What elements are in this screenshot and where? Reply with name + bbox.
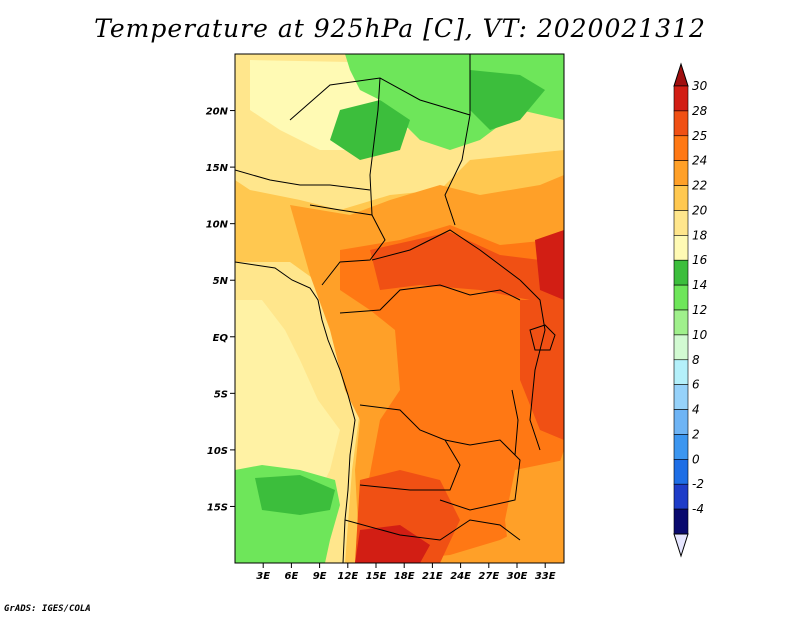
- lat-tick-label: 20N: [206, 107, 229, 118]
- colorbar-label: 16: [692, 253, 708, 267]
- lat-tick-label: 15N: [206, 163, 229, 174]
- field-south-green-dark: [255, 475, 335, 515]
- footer-credit: GrADS: IGES/COLA: [4, 604, 91, 614]
- temperature-field: [235, 54, 564, 563]
- colorbar-label: 30: [692, 79, 708, 93]
- field-sahara-green-dark2: [470, 70, 545, 130]
- colorbar-box: [673, 309, 689, 336]
- colorbar-label: 6: [692, 378, 700, 392]
- lon-tick-label: 12E: [337, 571, 358, 582]
- lat-tick-label: EQ: [213, 333, 229, 344]
- lake-tanganyika: [511, 389, 519, 456]
- colorbar-label: 14: [692, 278, 707, 292]
- lat-tick-label: 5S: [214, 389, 228, 400]
- colorbar-label: 0: [692, 452, 700, 466]
- colorbar-label: 10: [692, 328, 708, 342]
- lon-tick-label: 6E: [285, 571, 299, 582]
- colorbar-box: [673, 284, 689, 311]
- border-sahel: [235, 169, 371, 191]
- colorbar-box: [673, 384, 689, 410]
- border-south: [344, 519, 521, 541]
- field-ocean-cool: [235, 300, 340, 490]
- colorbar-label: 20: [692, 203, 708, 217]
- lon-tick-label: 21E: [422, 571, 443, 582]
- axis-ticks: 20N 15N 10N 5N EQ 5S 10S 15S 3E 6E 9E 12E 15E 18E 21E 2…: [206, 107, 556, 582]
- colorbar-box: [673, 160, 689, 186]
- colorbar-box: [673, 459, 689, 485]
- chart-title: Temperature at 925hPa [C], VT: 202002131…: [94, 14, 706, 43]
- colorbar-label: 25: [692, 129, 707, 143]
- colorbar-box: [673, 483, 689, 510]
- lon-tick-label: 27E: [478, 571, 499, 582]
- border-congo-north: [339, 284, 521, 314]
- border-chad-sudan: [444, 54, 471, 226]
- field-sahara-green-dark: [330, 100, 410, 160]
- border-nigeria: [309, 204, 386, 286]
- lon-tick-label: 18E: [394, 571, 415, 582]
- colorbar-label: 12: [692, 303, 707, 317]
- colorbar-box: [673, 185, 689, 211]
- lon-tick-label: 24E: [450, 571, 471, 582]
- field-hottest-south: [355, 525, 430, 563]
- colorbar-box: [673, 409, 689, 435]
- colorbar-box: [673, 434, 689, 460]
- colorbar-over-arrow: [673, 62, 689, 87]
- lat-tick-label: 5N: [213, 276, 229, 287]
- border-zambia: [439, 439, 521, 511]
- colorbar-label: -4: [692, 502, 704, 516]
- colorbar-label: 18: [692, 228, 708, 242]
- colorbar-label: 2: [692, 427, 700, 441]
- colorbar-label: 8: [692, 353, 700, 367]
- lat-tick-label: 10N: [206, 220, 229, 231]
- colorbar-box: [673, 334, 689, 361]
- field-se-light: [505, 460, 564, 563]
- field-hot-core-north: [370, 232, 564, 320]
- colorbar-label: 28: [692, 104, 708, 118]
- lon-tick-label: 30E: [507, 571, 528, 582]
- colorbar-label: -2: [692, 477, 704, 491]
- colorbar-box: [673, 85, 689, 112]
- colorbar-box: [673, 110, 689, 137]
- colorbar-box: [673, 210, 689, 236]
- border-niger-chad: [369, 77, 381, 216]
- colorbar-box: [673, 135, 689, 161]
- colorbar-under-arrow: [673, 533, 689, 558]
- colorbar-label: 24: [692, 154, 707, 168]
- colorbar-box: [673, 508, 689, 535]
- lon-tick-label: 33E: [535, 571, 556, 582]
- lon-tick-label: 15E: [366, 571, 387, 582]
- field-hottest-east: [535, 230, 564, 300]
- lon-tick-label: 9E: [313, 571, 327, 582]
- lat-tick-label: 15S: [207, 502, 228, 513]
- country-borders: [235, 54, 556, 563]
- colorbar-box: [673, 259, 689, 286]
- coastline-west: [235, 261, 356, 563]
- lon-tick-label: 3E: [256, 571, 270, 582]
- colorbar-label: 4: [692, 403, 700, 417]
- border-car: [371, 229, 521, 281]
- colorbar-label: 22: [692, 179, 707, 193]
- border-angola: [359, 404, 461, 491]
- colorbar-box: [673, 235, 689, 261]
- lake-victoria: [529, 324, 556, 351]
- map-frame: [234, 53, 565, 564]
- colorbar-box: [673, 359, 689, 385]
- lat-tick-label: 10S: [207, 446, 228, 457]
